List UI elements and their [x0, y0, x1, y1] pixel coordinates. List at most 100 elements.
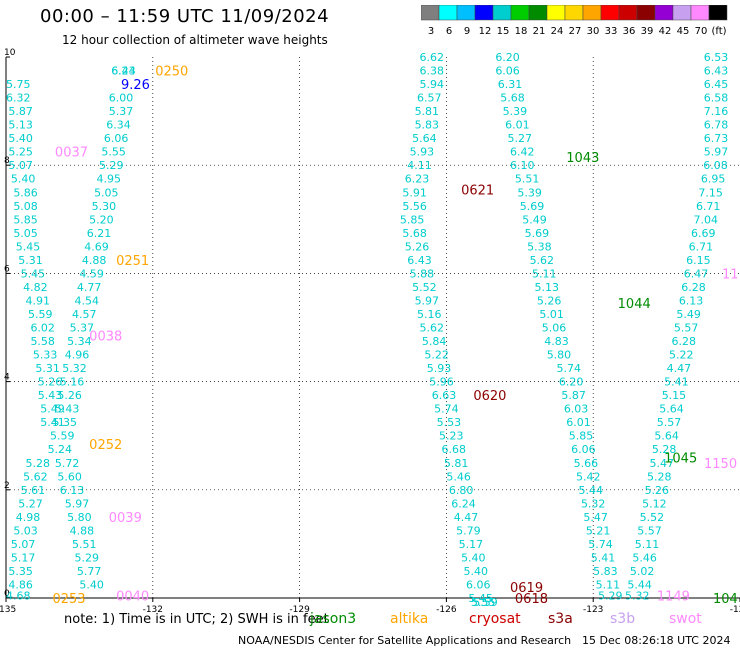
- colorbar-label: 6: [446, 26, 452, 37]
- wave-height-label: 5.41: [591, 551, 616, 564]
- wave-height-label: 5.27: [508, 132, 533, 145]
- wave-height-label: 5.39: [517, 186, 542, 199]
- wave-height-label: 5.16: [60, 376, 85, 389]
- wave-height-label: 5.51: [72, 538, 97, 551]
- wave-height-label: 5.93: [427, 362, 452, 375]
- legend-s3b: s3b: [610, 611, 636, 627]
- wave-height-label: 5.81: [415, 105, 440, 118]
- legend-altika: altika: [390, 611, 429, 627]
- footer-note: note: 1) Time is in UTC; 2) SWH is in fe…: [64, 612, 329, 627]
- wave-height-label: 6.71: [689, 240, 714, 253]
- pass-time-marker: 0252: [89, 438, 122, 453]
- wave-height-label: 5.59: [28, 308, 53, 321]
- wave-height-label: 5.47: [649, 457, 674, 470]
- wave-height-label: 5.11: [635, 538, 660, 551]
- pass-time-marker: 1149: [657, 589, 690, 604]
- wave-height-label: 5.40: [11, 173, 36, 186]
- legend-jason3: jason3: [310, 611, 357, 627]
- wave-height-label: 5.16: [417, 308, 442, 321]
- pass-time-marker: 0039: [109, 511, 142, 526]
- wave-height-label: 6.45: [704, 78, 729, 91]
- wave-height-label: 6.43: [407, 254, 432, 267]
- wave-height-label: 5.39: [503, 105, 528, 118]
- pass-time-marker: 0037: [55, 146, 88, 161]
- wave-height-label: 5.88: [410, 267, 435, 280]
- wave-height-label: 5.97: [65, 497, 90, 510]
- wave-height-label: 5.80: [547, 349, 572, 362]
- wave-height-label: 5.41: [40, 416, 65, 429]
- wave-height-label: 5.52: [640, 511, 665, 524]
- wave-height-label: 5.26: [57, 389, 82, 402]
- legend-s3a: s3a: [548, 611, 573, 627]
- page-title: 00:00 – 11:59 UTC 11/09/2024: [40, 6, 330, 27]
- x-tick-label: -132: [143, 605, 163, 615]
- wave-height-label: 5.24: [48, 443, 73, 456]
- wave-height-label: 5.94: [419, 78, 444, 91]
- wave-height-label: 5.87: [8, 105, 33, 118]
- pass-time-marker: 0253: [52, 592, 85, 607]
- wave-height-label: 6.20: [495, 51, 520, 64]
- wave-height-label: 5.40: [8, 132, 33, 145]
- wave-height-label: 5.46: [632, 551, 657, 564]
- wave-height-label: 5.68: [402, 227, 427, 240]
- wave-height-label: 5.87: [561, 389, 586, 402]
- wave-height-label: 5.32: [581, 497, 606, 510]
- wave-height-label: 6.23: [111, 65, 136, 78]
- wave-height-label: 5.57: [657, 416, 682, 429]
- wave-height-label: 5.91: [402, 186, 427, 199]
- wave-height-label: 6.13: [60, 484, 85, 497]
- pass-time-marker: 1043: [566, 151, 599, 166]
- wave-height-label: 5.13: [8, 119, 33, 132]
- wave-height-label: 6.01: [505, 119, 530, 132]
- wave-height-label: 5.41: [664, 376, 689, 389]
- wave-height-label: 4.11: [407, 159, 432, 172]
- colorbar-label: 12: [479, 26, 492, 37]
- wave-height-label: 5.64: [412, 132, 437, 145]
- wave-height-label: 6.71: [696, 200, 721, 213]
- pass-time-marker: 0619: [510, 581, 543, 596]
- wave-height-label: 5.49: [40, 403, 65, 416]
- wave-height-label: 6.78: [704, 119, 729, 132]
- wave-height-label: 5.49: [522, 213, 547, 226]
- footer-timestamp: 15 Dec 08:26:18 UTC 2024: [582, 634, 731, 647]
- wave-height-label: 5.01: [539, 308, 564, 321]
- wave-height-label: 5.84: [422, 335, 447, 348]
- wave-height-label: 5.49: [676, 308, 701, 321]
- wave-height-label: 5.81: [444, 457, 469, 470]
- wave-height-label: 5.59: [50, 430, 75, 443]
- y-tick-label: 4: [4, 373, 10, 383]
- wave-height-label: 5.32: [625, 589, 650, 602]
- wave-height-label: 5.57: [637, 524, 662, 537]
- color-scale: 3 6 9 12 15 18 21 24 27 30 33 36 39 42 45 70 (ft): [421, 5, 728, 37]
- wave-height-label: 4.83: [544, 335, 569, 348]
- wave-height-label: 6.03: [564, 403, 589, 416]
- colorbar-label: 9: [464, 26, 470, 37]
- wave-height-label: 5.33: [33, 349, 58, 362]
- colorbar-label: (ft): [711, 26, 726, 37]
- wave-height-label: 5.06: [542, 322, 567, 335]
- wave-height-label: 5.69: [520, 200, 545, 213]
- wave-height-label: 5.59: [473, 596, 498, 609]
- wave-height-label: 5.77: [77, 565, 102, 578]
- wave-height-label: 5.64: [654, 430, 679, 443]
- wave-height-label: 5.26: [38, 376, 63, 389]
- wave-height-label: 6.38: [419, 65, 444, 78]
- wave-height-label: 6.53: [704, 51, 729, 64]
- wave-height-label: 5.45: [468, 592, 493, 605]
- wave-height-label: 4.68: [6, 589, 31, 602]
- wave-height-label: 5.58: [30, 335, 55, 348]
- wave-height-label: 5.51: [515, 173, 540, 186]
- pass-time-marker: 0038: [89, 330, 122, 345]
- wave-height-label: 4.96: [65, 349, 90, 362]
- wave-height-label: 4.59: [79, 267, 104, 280]
- wave-height-label: 5.26: [645, 484, 670, 497]
- wave-height-label: 5.83: [593, 565, 618, 578]
- wave-height-label: 5.61: [21, 484, 46, 497]
- pass-time-marker: 9.26: [121, 78, 150, 93]
- wave-height-label: 5.80: [67, 511, 92, 524]
- wave-height-label: 4.86: [8, 578, 33, 591]
- wave-height-label: 4.54: [74, 294, 99, 307]
- wave-height-label: 6.47: [684, 267, 709, 280]
- wave-height-label: 4.77: [77, 281, 102, 294]
